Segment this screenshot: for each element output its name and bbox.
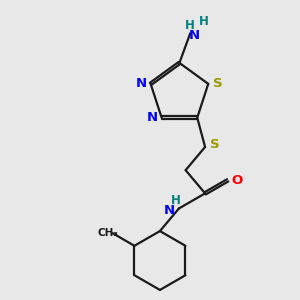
Text: H: H	[199, 15, 208, 28]
Text: N: N	[189, 29, 200, 42]
Text: N: N	[164, 204, 175, 217]
Text: H: H	[185, 19, 195, 32]
Text: O: O	[231, 174, 242, 187]
Text: N: N	[136, 77, 147, 90]
Text: S: S	[213, 77, 222, 90]
Text: CH₃: CH₃	[98, 228, 119, 238]
Text: N: N	[147, 111, 158, 124]
Text: H: H	[171, 194, 180, 207]
Text: S: S	[209, 138, 219, 152]
